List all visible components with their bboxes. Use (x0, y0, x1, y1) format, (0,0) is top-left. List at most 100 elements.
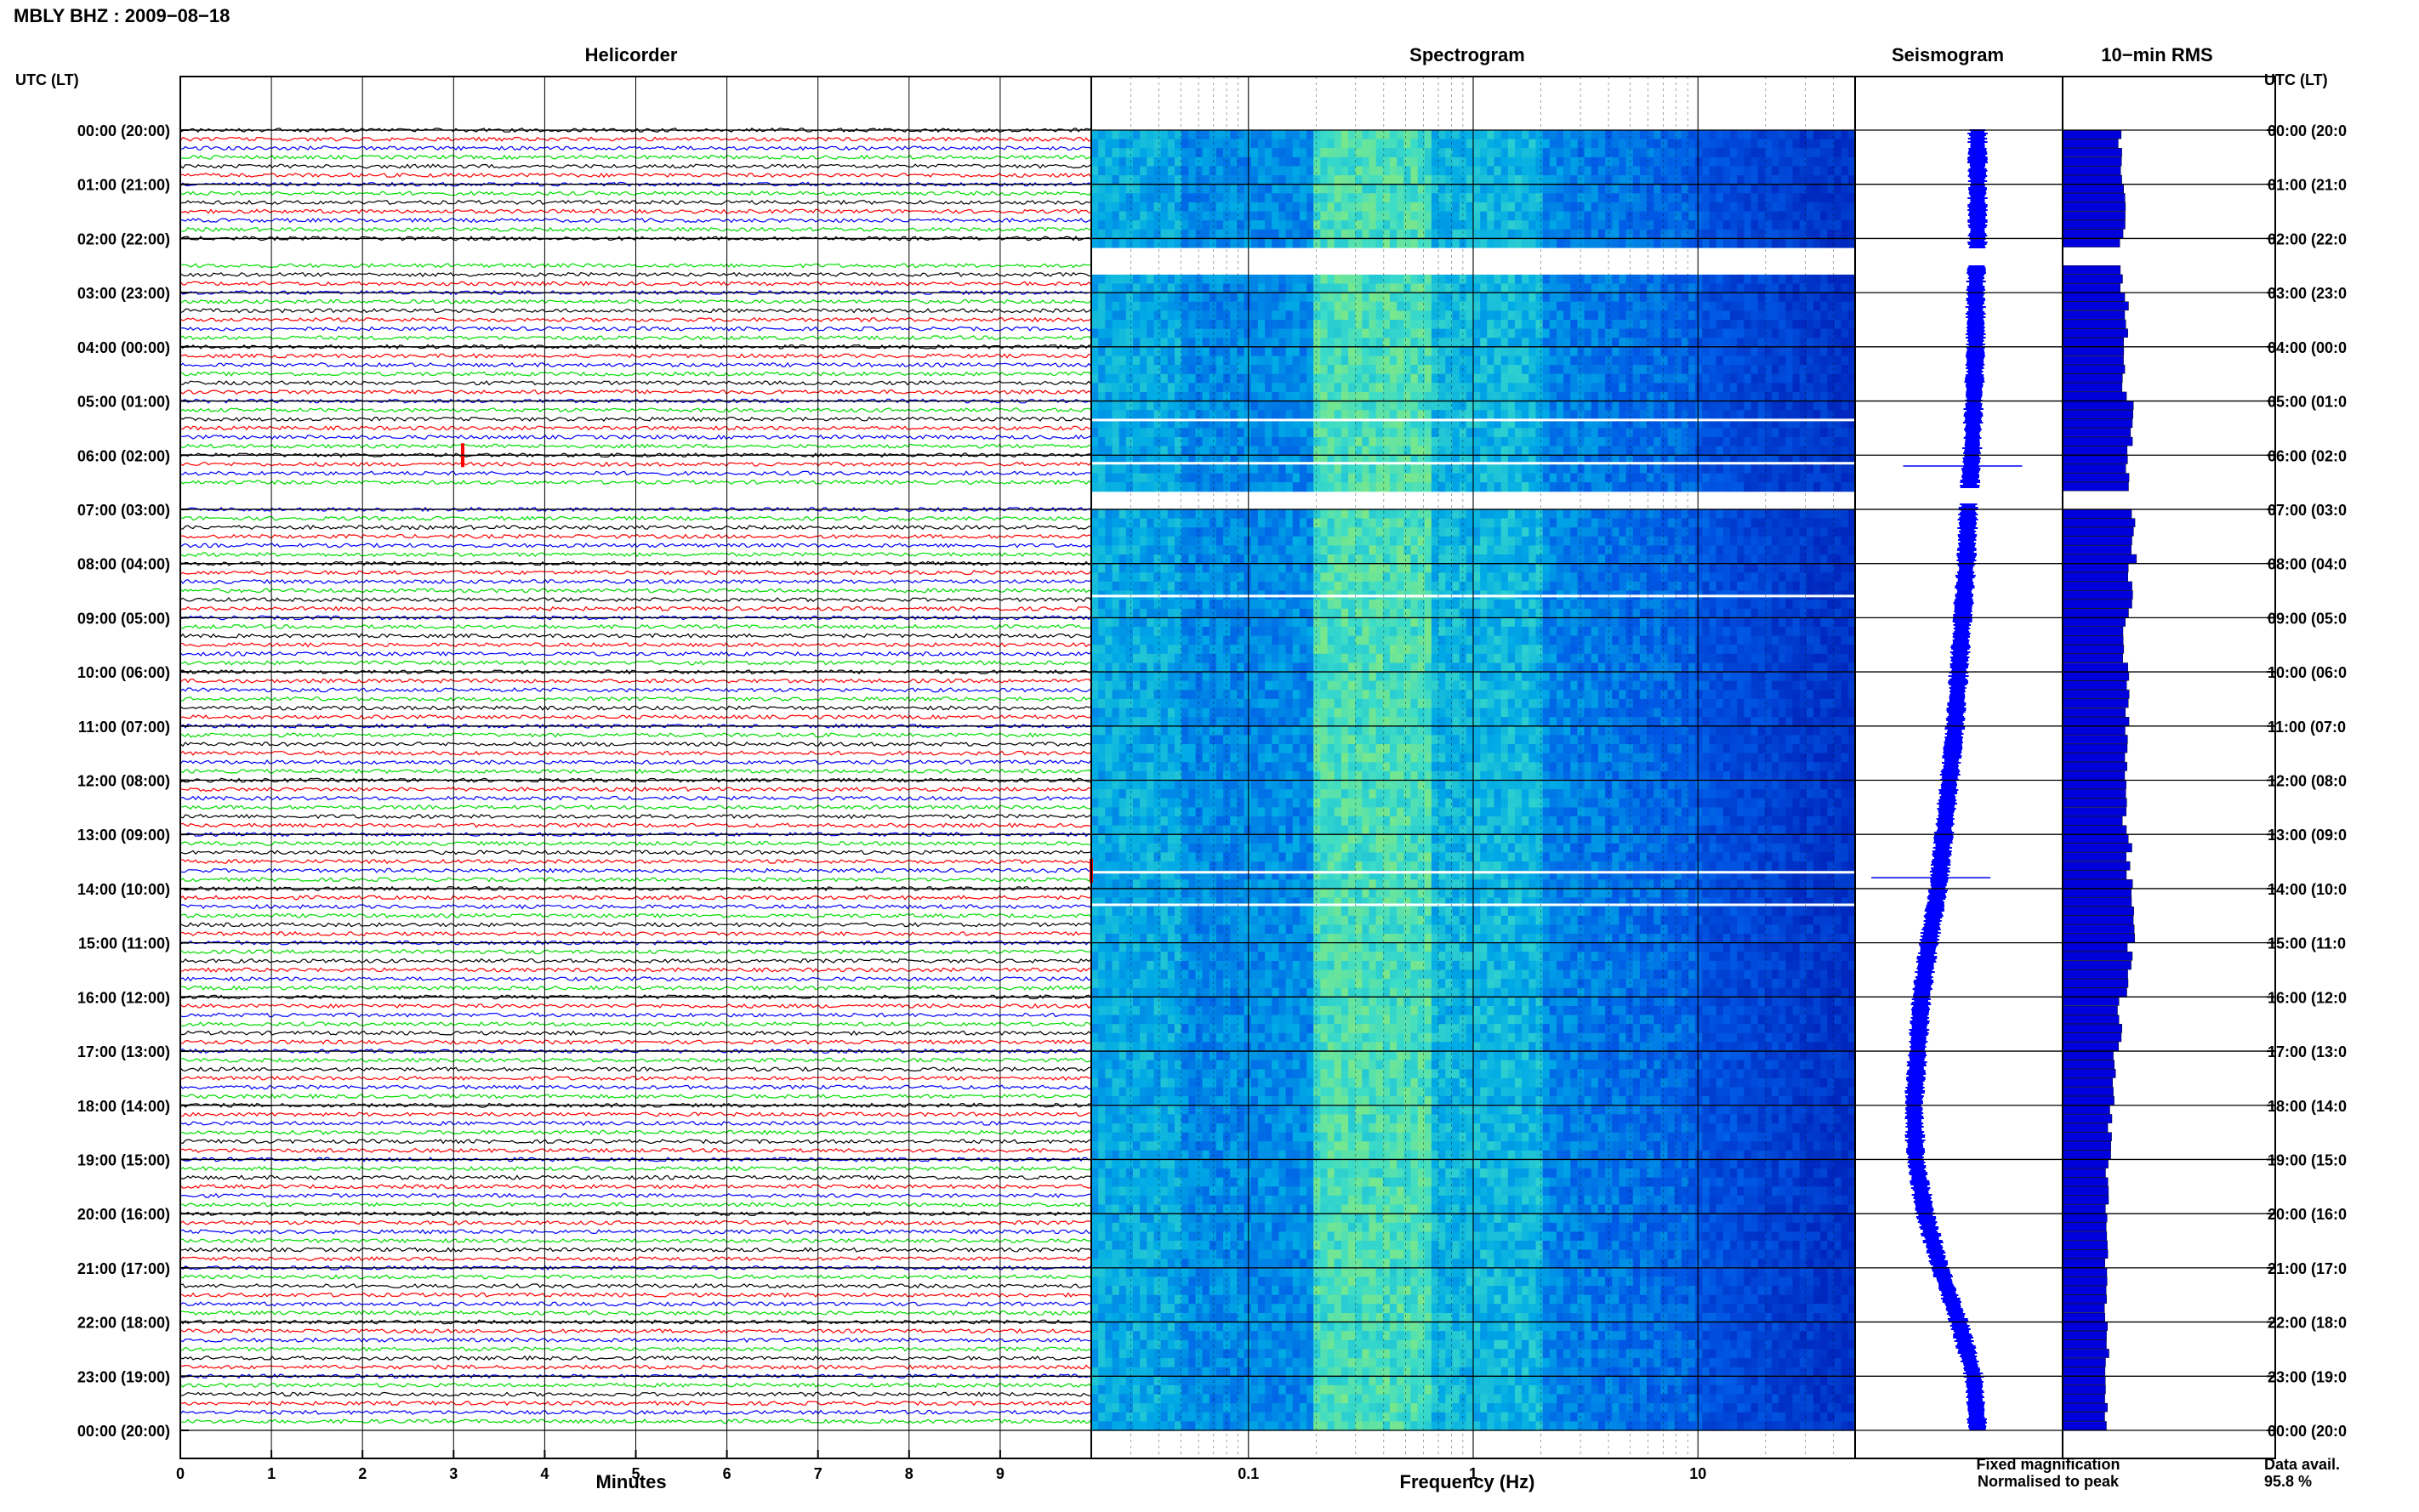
spectrogram-cell (1293, 202, 1301, 212)
spectrogram-cell (1306, 230, 1314, 239)
spectrogram-cell (1536, 374, 1544, 384)
spectrogram-cell (1397, 446, 1404, 456)
spectrogram-cell (1598, 365, 1606, 374)
spectrogram-cell (1403, 320, 1411, 329)
spectrogram-cell (1188, 175, 1196, 185)
spectrogram-cell (1536, 356, 1544, 366)
spectrogram-cell (1320, 428, 1328, 437)
spectrogram-cell (1230, 320, 1238, 329)
spectrogram-cell (1425, 446, 1432, 456)
spectrogram-cell (1570, 130, 1578, 139)
spectrogram-cell (1557, 230, 1564, 239)
spectrogram-cell (1668, 157, 1676, 167)
spectrogram-cell (1807, 392, 1814, 401)
spectrogram-cell (1161, 437, 1169, 446)
spectrogram-cell (1313, 392, 1321, 401)
spectrogram-cell (1793, 302, 1801, 311)
spectrogram-cell (1716, 365, 1724, 374)
spectrogram-cell (1785, 347, 1793, 356)
spectrogram-cell (1091, 320, 1099, 329)
spectrogram-cell (1772, 175, 1779, 185)
spectrogram-cell (1230, 446, 1238, 456)
spectrogram-cell (1383, 130, 1391, 139)
spectrogram-cell (1105, 356, 1113, 366)
spectrogram-cell (1841, 293, 1849, 302)
spectrogram-cell (1612, 374, 1619, 384)
spectrogram-cell (1091, 293, 1099, 302)
spectrogram-cell (1390, 356, 1397, 366)
spectrogram-cell (1710, 185, 1717, 194)
spectrogram-cell (1168, 212, 1175, 221)
spectrogram-cell (1758, 212, 1766, 221)
spectrogram-cell (1397, 428, 1404, 437)
spectrogram-cell (1140, 238, 1147, 247)
spectrogram-cell (1300, 374, 1307, 384)
spectrogram-cell (1126, 230, 1134, 239)
spectrogram-cell (1313, 365, 1321, 374)
spectrogram-cell (1328, 365, 1335, 374)
spectrogram-cell (1563, 392, 1571, 401)
spectrogram-cell (1605, 220, 1613, 230)
spectrogram-cell (1341, 185, 1349, 194)
spectrogram-cell (1335, 293, 1342, 302)
spectrogram-cell (1578, 410, 1585, 419)
spectrogram-cell (1251, 148, 1259, 157)
spectrogram-cell (1133, 167, 1141, 176)
spectrogram-cell (1098, 356, 1106, 366)
spectrogram-cell (1737, 238, 1745, 247)
spectrogram-cell (1841, 320, 1849, 329)
spectrogram-cell (1536, 347, 1544, 356)
spectrogram-cell (1265, 356, 1272, 366)
spectrogram-cell (1487, 428, 1494, 437)
spectrogram-cell (1362, 230, 1369, 239)
spectrogram-cell (1660, 275, 1668, 284)
spectrogram-cell (1585, 293, 1592, 302)
spectrogram-cell (1543, 185, 1551, 194)
spectrogram-cell (1758, 356, 1766, 366)
spectrogram-cell (1675, 275, 1682, 284)
spectrogram-cell (1578, 401, 1585, 411)
spectrogram-cell (1418, 347, 1426, 356)
spectrogram-cell (1578, 202, 1585, 212)
spectrogram-cell (1223, 193, 1231, 202)
spectrogram-cell (1578, 139, 1585, 149)
spectrogram-cell (1688, 338, 1696, 347)
spectrogram-cell (1175, 302, 1182, 311)
spectrogram-cell (1320, 130, 1328, 139)
spectrogram-cell (1210, 428, 1217, 437)
spectrogram-cell (1612, 230, 1619, 239)
spectrogram-cell (1453, 202, 1460, 212)
spectrogram-cell (1320, 437, 1328, 446)
spectrogram-cell (1793, 167, 1801, 176)
spectrogram-cell (1376, 175, 1384, 185)
spectrogram-cell (1737, 338, 1745, 347)
spectrogram-cell (1161, 202, 1169, 212)
spectrogram-cell (1425, 374, 1432, 384)
spectrogram-cell (1758, 230, 1766, 239)
spectrogram-cell (1578, 329, 1585, 338)
spectrogram-cell (1515, 374, 1523, 384)
spectrogram-cell (1369, 401, 1377, 411)
spectrogram-cell (1528, 374, 1536, 384)
spectrogram-cell (1723, 167, 1731, 176)
spectrogram-cell (1772, 401, 1779, 411)
spectrogram-cell (1258, 310, 1266, 320)
spectrogram-cell (1328, 185, 1335, 194)
spectrogram-cell (1438, 374, 1446, 384)
spectrogram-cell (1807, 193, 1814, 202)
spectrogram-cell (1813, 193, 1821, 202)
spectrogram-cell (1119, 365, 1127, 374)
spectrogram-cell (1793, 230, 1801, 239)
spectrogram-cell (1203, 320, 1210, 329)
spectrogram-cell (1376, 185, 1384, 194)
spectrogram-cell (1820, 383, 1828, 392)
spectrogram-cell (1453, 446, 1460, 456)
spectrogram-cell (1827, 275, 1835, 284)
spectrogram-cell (1835, 230, 1842, 239)
spectrogram-cell (1585, 401, 1592, 411)
spectrogram-cell (1445, 212, 1453, 221)
spectrogram-cell (1563, 329, 1571, 338)
spectrogram-cell (1293, 193, 1301, 202)
spectrogram-cell (1813, 148, 1821, 157)
spectrogram-cell (1168, 275, 1175, 284)
